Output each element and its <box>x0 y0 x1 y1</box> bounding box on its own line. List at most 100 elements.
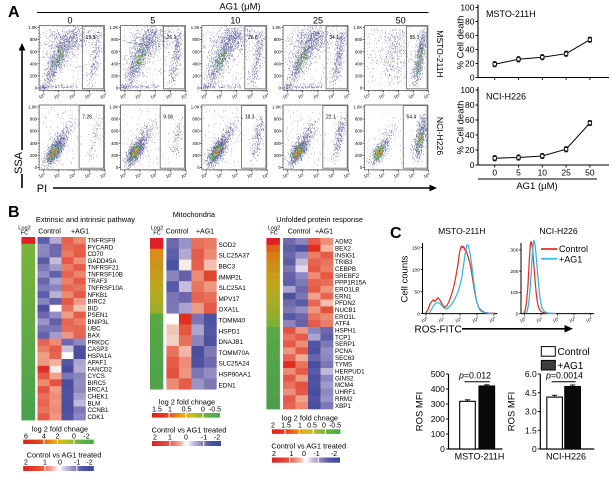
svg-text:CASP3: CASP3 <box>88 346 109 353</box>
svg-text:600: 600 <box>111 129 119 134</box>
svg-text:103: 103 <box>568 315 577 323</box>
svg-text:1.0K: 1.0K <box>191 105 200 110</box>
svg-text:500: 500 <box>431 369 445 379</box>
svg-text:200: 200 <box>274 153 282 158</box>
svg-text:NCI-H226: NCI-H226 <box>546 452 586 462</box>
svg-text:0: 0 <box>417 311 420 317</box>
svg-text:400: 400 <box>30 141 38 146</box>
svg-text:19.5: 19.5 <box>86 35 96 41</box>
svg-text:150: 150 <box>412 245 420 251</box>
svg-text:BID: BID <box>88 305 99 312</box>
svg-text:100: 100 <box>431 429 445 439</box>
svg-text:101: 101 <box>134 171 142 179</box>
svg-text:DNAJB1: DNAJB1 <box>219 339 244 346</box>
svg-text:100: 100 <box>363 92 371 100</box>
svg-text:1.5: 1.5 <box>152 407 162 414</box>
svg-text:2: 2 <box>271 423 275 430</box>
svg-text:0: 0 <box>116 165 119 170</box>
svg-text:NCI-H226: NCI-H226 <box>435 117 445 155</box>
svg-text:100: 100 <box>282 171 290 179</box>
svg-text:400: 400 <box>192 61 200 66</box>
svg-text:1.0K: 1.0K <box>353 105 362 110</box>
svg-text:25: 25 <box>561 168 571 178</box>
svg-text:PFDN2: PFDN2 <box>335 300 356 307</box>
svg-text:Control: Control <box>558 347 590 358</box>
svg-text:103: 103 <box>471 315 480 323</box>
svg-text:0: 0 <box>360 86 363 91</box>
svg-text:102: 102 <box>312 171 320 179</box>
svg-text:+AG1: +AG1 <box>559 254 582 264</box>
svg-text:104: 104 <box>261 92 269 100</box>
svg-text:NCI-H226: NCI-H226 <box>539 226 577 236</box>
svg-text:50: 50 <box>396 16 406 26</box>
svg-text:60: 60 <box>465 115 475 125</box>
svg-text:100: 100 <box>412 267 420 273</box>
svg-text:SREBF2: SREBF2 <box>335 273 360 280</box>
svg-text:0: 0 <box>516 311 519 317</box>
svg-text:SLC25A37: SLC25A37 <box>219 253 250 260</box>
svg-text:0: 0 <box>201 407 205 414</box>
svg-text:-2: -2 <box>331 451 337 458</box>
svg-text:0: 0 <box>116 86 119 91</box>
svg-text:103: 103 <box>246 171 254 179</box>
svg-text:100: 100 <box>363 171 371 179</box>
svg-text:-2: -2 <box>86 460 92 467</box>
svg-text:AG1 (μM): AG1 (μM) <box>516 181 557 192</box>
svg-text:PYCARD: PYCARD <box>88 244 114 251</box>
svg-text:104: 104 <box>261 171 269 179</box>
svg-text:9.06: 9.06 <box>163 115 173 121</box>
svg-text:Control: Control <box>288 229 311 236</box>
svg-text:4: 4 <box>42 434 46 441</box>
svg-text:2: 2 <box>272 451 276 458</box>
svg-text:APAF1: APAF1 <box>88 360 108 367</box>
svg-text:25: 25 <box>313 16 323 26</box>
svg-text:+AG1: +AG1 <box>71 229 89 236</box>
svg-text:400: 400 <box>355 61 363 66</box>
svg-text:80: 80 <box>465 17 475 27</box>
svg-text:2: 2 <box>56 434 60 441</box>
svg-text:CCNB1: CCNB1 <box>88 407 110 414</box>
svg-text:0: 0 <box>302 451 306 458</box>
svg-text:200: 200 <box>355 74 363 79</box>
svg-text:p=0.0014: p=0.0014 <box>545 370 583 380</box>
svg-text:MSTO-211H: MSTO-211H <box>455 452 505 462</box>
svg-text:800: 800 <box>192 37 200 42</box>
svg-text:2: 2 <box>153 435 157 442</box>
svg-text:800: 800 <box>111 37 119 42</box>
svg-text:TNFRSF10A: TNFRSF10A <box>88 285 124 292</box>
svg-text:22.1: 22.1 <box>326 115 336 121</box>
svg-text:600: 600 <box>192 129 200 134</box>
svg-text:600: 600 <box>355 129 363 134</box>
svg-text:SSA: SSA <box>13 151 25 174</box>
svg-text:101: 101 <box>378 171 386 179</box>
svg-text:BIRC5: BIRC5 <box>88 380 107 387</box>
svg-text:MSTO-211H: MSTO-211H <box>435 30 445 77</box>
svg-text:ERN1: ERN1 <box>335 293 352 300</box>
svg-text:101: 101 <box>216 92 224 100</box>
svg-text:ERO1L: ERO1L <box>335 314 356 321</box>
svg-text:FC: FC <box>21 231 28 237</box>
svg-text:0: 0 <box>184 435 188 442</box>
svg-text:INSIG1: INSIG1 <box>335 252 356 259</box>
svg-text:100: 100 <box>420 315 429 323</box>
svg-text:102: 102 <box>393 171 401 179</box>
svg-text:104: 104 <box>343 171 351 179</box>
svg-text:% Cell death: % Cell death <box>456 16 467 70</box>
svg-text:26.6: 26.6 <box>248 35 258 41</box>
svg-text:Control: Control <box>559 244 588 254</box>
svg-text:400: 400 <box>355 141 363 146</box>
svg-text:Control: Control <box>38 229 61 236</box>
svg-text:Extrinsic and intrinsic pathwa: Extrinsic and intrinsic pathway <box>36 215 135 224</box>
svg-text:SOD2: SOD2 <box>219 242 237 249</box>
svg-text:TNFRSF9: TNFRSF9 <box>88 238 116 245</box>
svg-text:800: 800 <box>30 37 38 42</box>
svg-text:0: 0 <box>279 165 282 170</box>
svg-text:40: 40 <box>465 130 475 140</box>
svg-text:101: 101 <box>535 315 544 323</box>
svg-text:HSPD1: HSPD1 <box>219 328 241 335</box>
svg-text:800: 800 <box>355 37 363 42</box>
svg-text:50: 50 <box>415 289 421 295</box>
svg-text:104: 104 <box>423 171 431 179</box>
svg-text:0: 0 <box>197 86 200 91</box>
svg-text:1: 1 <box>168 435 172 442</box>
